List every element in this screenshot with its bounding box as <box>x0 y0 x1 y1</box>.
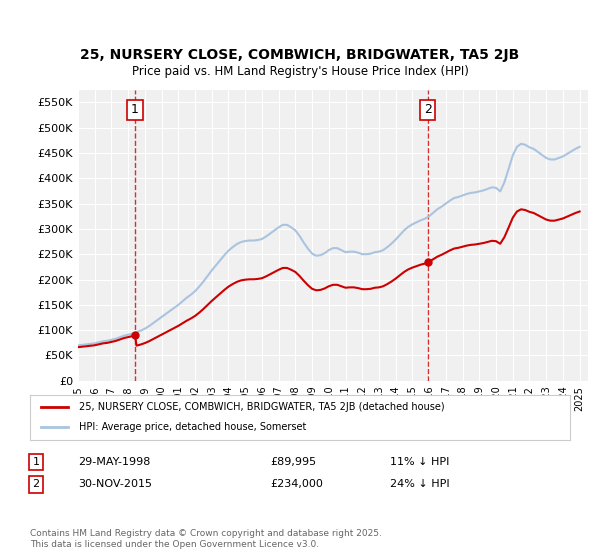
Text: 30-NOV-2015: 30-NOV-2015 <box>78 479 152 489</box>
Text: £234,000: £234,000 <box>270 479 323 489</box>
Text: 1: 1 <box>131 104 139 116</box>
Text: 29-MAY-1998: 29-MAY-1998 <box>78 457 151 467</box>
Text: 2: 2 <box>32 479 40 489</box>
Text: Price paid vs. HM Land Registry's House Price Index (HPI): Price paid vs. HM Land Registry's House … <box>131 66 469 78</box>
Text: 2: 2 <box>424 104 432 116</box>
Text: 11% ↓ HPI: 11% ↓ HPI <box>390 457 449 467</box>
Text: 25, NURSERY CLOSE, COMBWICH, BRIDGWATER, TA5 2JB: 25, NURSERY CLOSE, COMBWICH, BRIDGWATER,… <box>80 48 520 62</box>
Text: £89,995: £89,995 <box>270 457 316 467</box>
Text: 25, NURSERY CLOSE, COMBWICH, BRIDGWATER, TA5 2JB (detached house): 25, NURSERY CLOSE, COMBWICH, BRIDGWATER,… <box>79 402 444 412</box>
Text: 24% ↓ HPI: 24% ↓ HPI <box>390 479 449 489</box>
Text: HPI: Average price, detached house, Somerset: HPI: Average price, detached house, Some… <box>79 422 306 432</box>
Text: 1: 1 <box>32 457 40 467</box>
Text: Contains HM Land Registry data © Crown copyright and database right 2025.
This d: Contains HM Land Registry data © Crown c… <box>30 529 382 549</box>
